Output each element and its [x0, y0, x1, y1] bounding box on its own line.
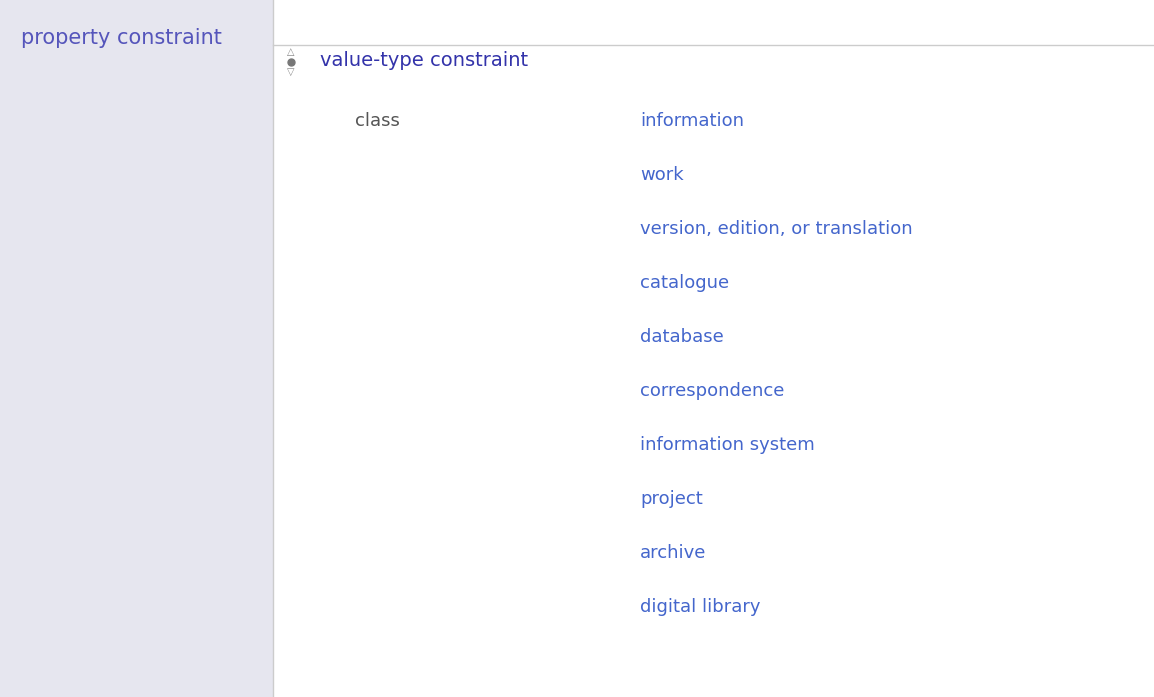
- Text: catalogue: catalogue: [640, 274, 729, 292]
- Text: information system: information system: [640, 436, 815, 454]
- Text: work: work: [640, 166, 683, 184]
- Text: value-type constraint: value-type constraint: [320, 50, 529, 70]
- Text: digital library: digital library: [640, 598, 760, 616]
- Text: project: project: [640, 490, 703, 508]
- Text: △: △: [287, 47, 294, 57]
- Text: ▽: ▽: [287, 67, 294, 77]
- Text: database: database: [640, 328, 724, 346]
- Text: class: class: [355, 112, 400, 130]
- Bar: [0, 0, 273, 697]
- Text: version, edition, or translation: version, edition, or translation: [640, 220, 913, 238]
- Text: archive: archive: [640, 544, 706, 562]
- Text: information: information: [640, 112, 744, 130]
- Text: correspondence: correspondence: [640, 382, 785, 400]
- Text: property constraint: property constraint: [21, 28, 222, 48]
